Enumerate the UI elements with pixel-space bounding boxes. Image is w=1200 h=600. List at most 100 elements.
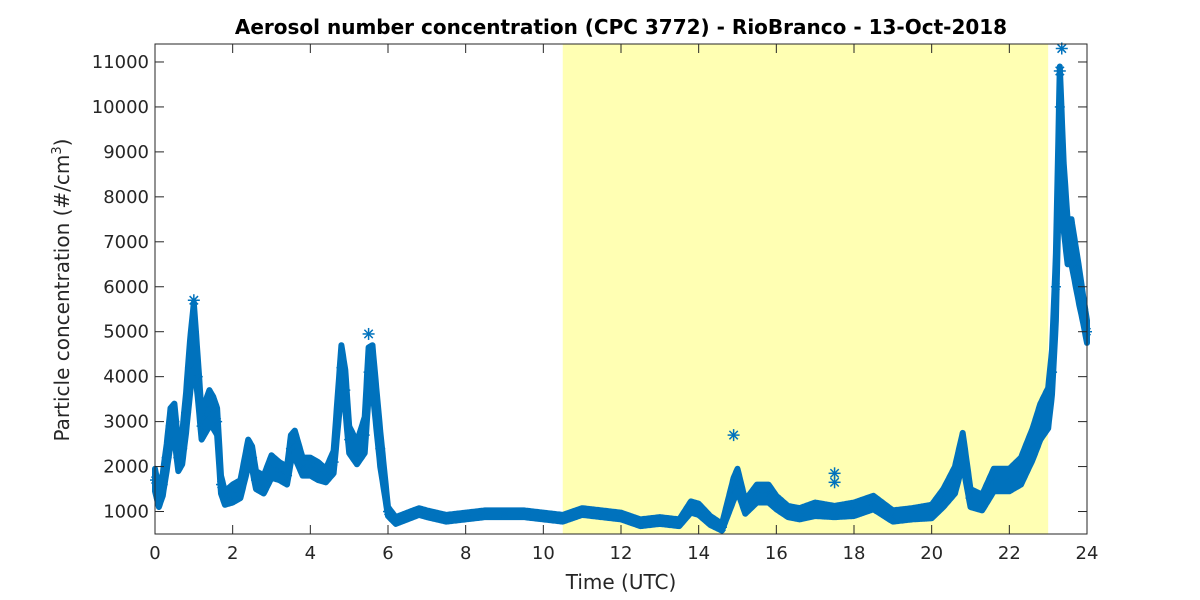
data-point xyxy=(782,506,793,517)
data-point xyxy=(763,488,774,499)
x-tick-label: 12 xyxy=(610,543,633,564)
y-axis-label-close: ) xyxy=(50,139,74,147)
data-point xyxy=(949,475,960,486)
y-tick-label: 7000 xyxy=(103,232,149,253)
data-point xyxy=(577,506,588,517)
y-tick-label: 2000 xyxy=(103,457,149,478)
data-point xyxy=(810,504,821,515)
data-point xyxy=(289,439,300,450)
x-axis-label: Time (UTC) xyxy=(565,570,677,594)
data-point xyxy=(184,362,195,373)
outlier-point xyxy=(1053,64,1066,77)
y-tick-label: 1000 xyxy=(103,502,149,523)
x-tick-label: 0 xyxy=(149,543,160,564)
data-point xyxy=(351,448,362,459)
y-tick-label: 10000 xyxy=(92,97,149,118)
data-point xyxy=(1054,101,1065,112)
data-point xyxy=(635,517,646,528)
data-point xyxy=(1050,281,1061,292)
data-point xyxy=(557,513,568,524)
y-tick-label: 6000 xyxy=(103,277,149,298)
x-tick-label: 6 xyxy=(382,543,393,564)
data-point xyxy=(596,508,607,519)
data-point xyxy=(227,488,238,499)
data-point xyxy=(538,511,549,522)
data-point xyxy=(328,457,339,468)
x-tick-label: 2 xyxy=(227,543,238,564)
data-point xyxy=(829,506,840,517)
data-point xyxy=(988,475,999,486)
data-point xyxy=(390,515,401,526)
data-point xyxy=(1066,236,1077,247)
data-point xyxy=(383,506,393,517)
data-point xyxy=(414,506,425,517)
data-point xyxy=(177,443,188,454)
y-tick-label: 11000 xyxy=(92,52,149,73)
data-point xyxy=(794,508,805,519)
y-tick-label: 3000 xyxy=(103,412,149,433)
data-point xyxy=(868,497,879,508)
data-point xyxy=(250,475,261,486)
data-point xyxy=(1004,475,1015,486)
data-point xyxy=(771,497,782,508)
data-point xyxy=(957,443,968,454)
data-point xyxy=(196,421,207,432)
chart-title: Aerosol number concentration (CPC 3772) … xyxy=(235,15,1007,39)
data-point xyxy=(926,506,937,517)
data-point xyxy=(849,504,859,515)
y-tick-label: 5000 xyxy=(103,322,149,343)
data-point xyxy=(274,466,285,477)
data-point xyxy=(887,511,898,522)
data-point xyxy=(907,508,918,519)
data-point xyxy=(693,504,704,515)
data-point xyxy=(1047,367,1058,378)
data-point xyxy=(1070,259,1081,270)
data-point xyxy=(344,434,355,445)
y-axis-label-superscript: 3 xyxy=(50,146,65,154)
x-tick-label: 14 xyxy=(687,543,710,564)
data-point xyxy=(181,407,192,418)
data-point xyxy=(305,461,316,472)
highlight-band xyxy=(562,44,1049,534)
x-tick-label: 4 xyxy=(305,543,316,564)
data-point xyxy=(716,522,727,533)
data-point xyxy=(188,326,199,337)
data-point xyxy=(153,493,164,504)
x-tick-label: 18 xyxy=(843,543,866,564)
data-point xyxy=(200,412,211,423)
data-point xyxy=(938,493,949,504)
series-layer xyxy=(150,63,1092,534)
data-point xyxy=(336,362,347,373)
data-point xyxy=(1078,304,1089,315)
y-axis-label-main: Particle concentration (#/cm xyxy=(50,155,74,442)
data-point xyxy=(499,508,510,519)
data-point xyxy=(1058,191,1069,202)
outlier-point xyxy=(727,429,740,442)
y-tick-label: 9000 xyxy=(103,142,149,163)
data-point xyxy=(157,479,168,490)
data-point xyxy=(705,515,716,526)
y-tick-label: 4000 xyxy=(103,367,149,388)
data-point xyxy=(460,511,471,522)
data-point xyxy=(169,416,180,427)
data-point xyxy=(173,452,184,463)
data-point xyxy=(421,508,432,519)
data-point xyxy=(518,508,529,519)
data-point xyxy=(219,493,230,504)
data-point xyxy=(1035,416,1046,427)
data-point xyxy=(1027,439,1038,450)
data-point xyxy=(192,371,203,382)
outlier-point xyxy=(828,476,841,489)
y-axis-label: Particle concentration (#/cm3) xyxy=(50,139,74,442)
data-point xyxy=(674,517,685,528)
data-point xyxy=(751,488,762,499)
data-point xyxy=(320,470,331,481)
data-point xyxy=(740,502,751,513)
y-axis: 1000 2000 3000 4000 5000 6000 7000 8000 9000 1000… xyxy=(92,52,1087,523)
data-point xyxy=(685,502,696,513)
data-point xyxy=(654,515,665,526)
x-tick-label: 22 xyxy=(998,543,1021,564)
data-point xyxy=(480,508,491,519)
data-point xyxy=(359,430,370,441)
